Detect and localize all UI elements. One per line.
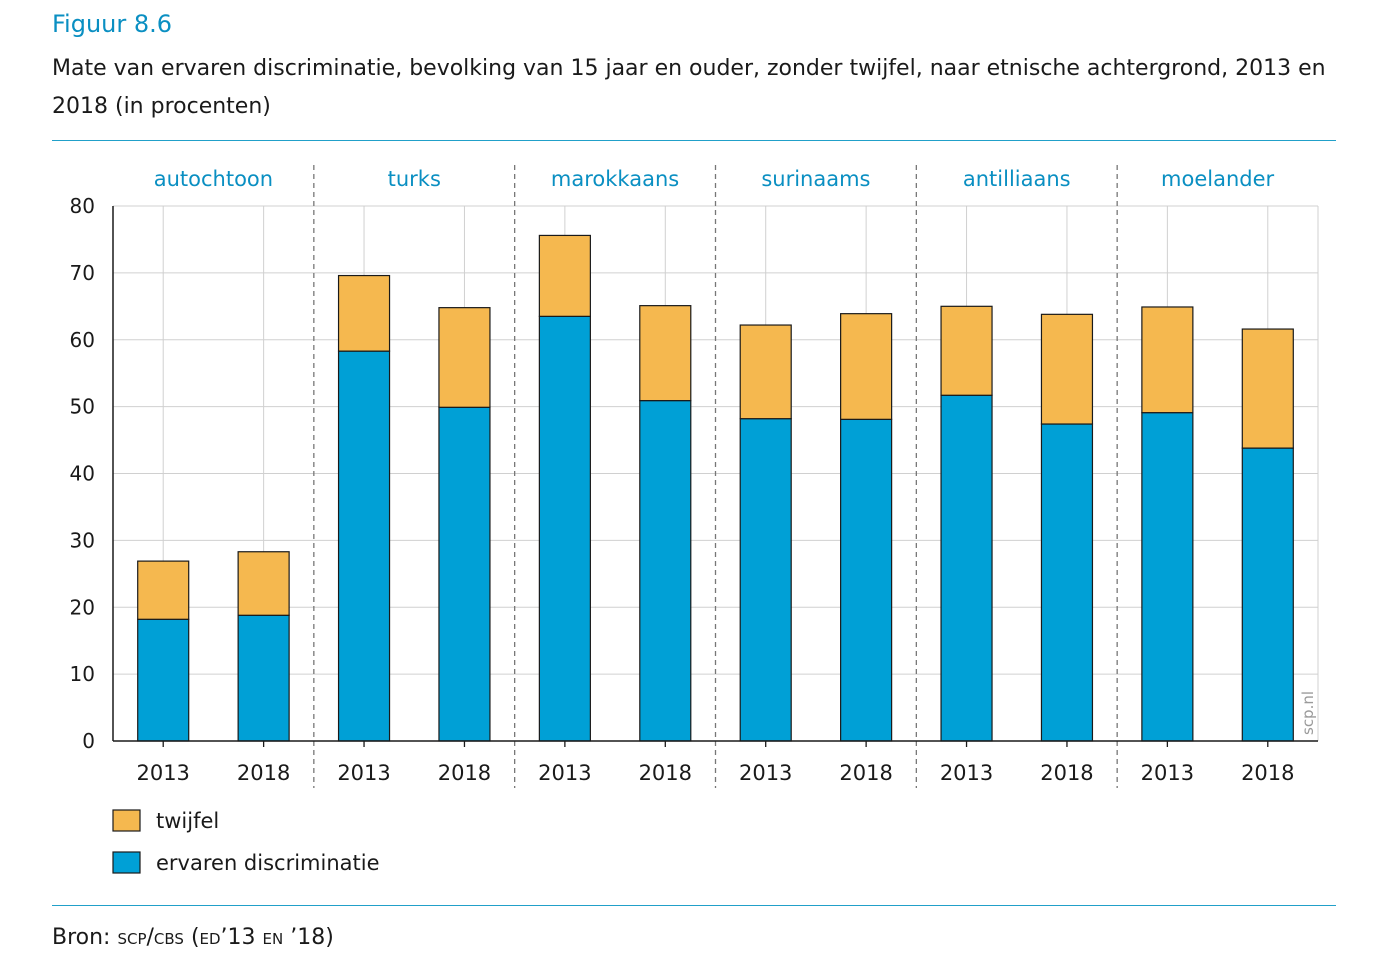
x-tick-label: 2013 bbox=[940, 761, 993, 785]
top-rule bbox=[52, 140, 1336, 141]
group-label: moelander bbox=[1161, 167, 1274, 191]
legend-swatch bbox=[112, 851, 141, 874]
x-tick-label: 2013 bbox=[538, 761, 591, 785]
group-label: surinaams bbox=[761, 167, 870, 191]
y-tick-label: 30 bbox=[70, 528, 95, 552]
x-tick-label: 2018 bbox=[438, 761, 491, 785]
source-detail: (ed’13 en ’18) bbox=[183, 925, 334, 950]
source-org: scp/cbs bbox=[117, 925, 184, 950]
x-tick-label: 2018 bbox=[639, 761, 692, 785]
group-label: turks bbox=[388, 167, 441, 191]
x-tick-label: 2013 bbox=[739, 761, 792, 785]
x-tick-label: 2018 bbox=[1040, 761, 1093, 785]
legend-label: twijfel bbox=[156, 809, 219, 833]
bar-twijfel bbox=[538, 234, 591, 317]
x-tick-label: 2013 bbox=[136, 761, 189, 785]
group-label: antilliaans bbox=[963, 167, 1071, 191]
y-tick-label: 20 bbox=[70, 595, 95, 619]
y-tick-label: 60 bbox=[70, 328, 95, 352]
x-tick-label: 2013 bbox=[337, 761, 390, 785]
bar-twijfel bbox=[840, 313, 893, 420]
bar-ervaren-discriminatie bbox=[137, 618, 190, 742]
legend: twijfel ervaren discriminatie bbox=[112, 809, 380, 875]
y-tick-label: 40 bbox=[70, 462, 95, 486]
axes bbox=[112, 206, 1318, 747]
y-tick-label: 80 bbox=[70, 194, 95, 218]
source-note: Bron: scp/cbs (ed’13 en ’18) bbox=[52, 925, 334, 950]
y-tick-label: 70 bbox=[70, 261, 95, 285]
bar-twijfel bbox=[739, 324, 792, 420]
bar-ervaren-discriminatie bbox=[237, 614, 290, 742]
bar-twijfel bbox=[1141, 306, 1194, 414]
y-tick-label: 10 bbox=[70, 662, 95, 686]
bar-ervaren-discriminatie bbox=[538, 315, 591, 742]
bar-ervaren-discriminatie bbox=[840, 418, 893, 742]
bars bbox=[137, 234, 1294, 742]
bottom-rule bbox=[52, 905, 1336, 906]
x-tick-label: 2018 bbox=[1241, 761, 1294, 785]
bar-twijfel bbox=[137, 560, 190, 620]
bar-twijfel bbox=[1241, 328, 1294, 449]
bar-twijfel bbox=[1040, 313, 1094, 425]
y-tick-label: 50 bbox=[70, 395, 95, 419]
legend-label: ervaren discriminatie bbox=[156, 851, 380, 875]
watermark: scp.nl bbox=[1299, 691, 1317, 735]
bar-ervaren-discriminatie bbox=[1040, 423, 1094, 742]
group-label: autochtoon bbox=[154, 167, 273, 191]
bar-ervaren-discriminatie bbox=[1141, 412, 1194, 742]
source-prefix: Bron: bbox=[52, 925, 118, 950]
bar-twijfel bbox=[237, 551, 290, 616]
x-tick-label: 2018 bbox=[237, 761, 290, 785]
x-tick-label: 2013 bbox=[1141, 761, 1194, 785]
x-tick-label: 2018 bbox=[839, 761, 892, 785]
figure-title: Mate van ervaren discriminatie, bevolkin… bbox=[52, 56, 1326, 119]
grid-lines bbox=[113, 165, 1319, 788]
bar-ervaren-discriminatie bbox=[940, 394, 993, 742]
y-tick-label: 0 bbox=[82, 729, 95, 753]
bar-twijfel bbox=[438, 307, 491, 408]
legend-swatch bbox=[112, 809, 141, 832]
bar-twijfel bbox=[337, 274, 391, 352]
bar-ervaren-discriminatie bbox=[337, 350, 391, 742]
figure-label: Figuur 8.6 bbox=[52, 10, 173, 38]
bar-ervaren-discriminatie bbox=[438, 406, 491, 742]
group-label: marokkaans bbox=[551, 167, 679, 191]
bar-ervaren-discriminatie bbox=[739, 418, 792, 742]
labels: 0 10 20 30 40 50 60 70 80 2013 2018 2013 2018 2013 201… bbox=[70, 167, 1317, 785]
bar-ervaren-discriminatie bbox=[1241, 447, 1294, 742]
bar-twijfel bbox=[940, 305, 993, 396]
bar-ervaren-discriminatie bbox=[639, 400, 692, 742]
bar-twijfel bbox=[639, 305, 692, 402]
